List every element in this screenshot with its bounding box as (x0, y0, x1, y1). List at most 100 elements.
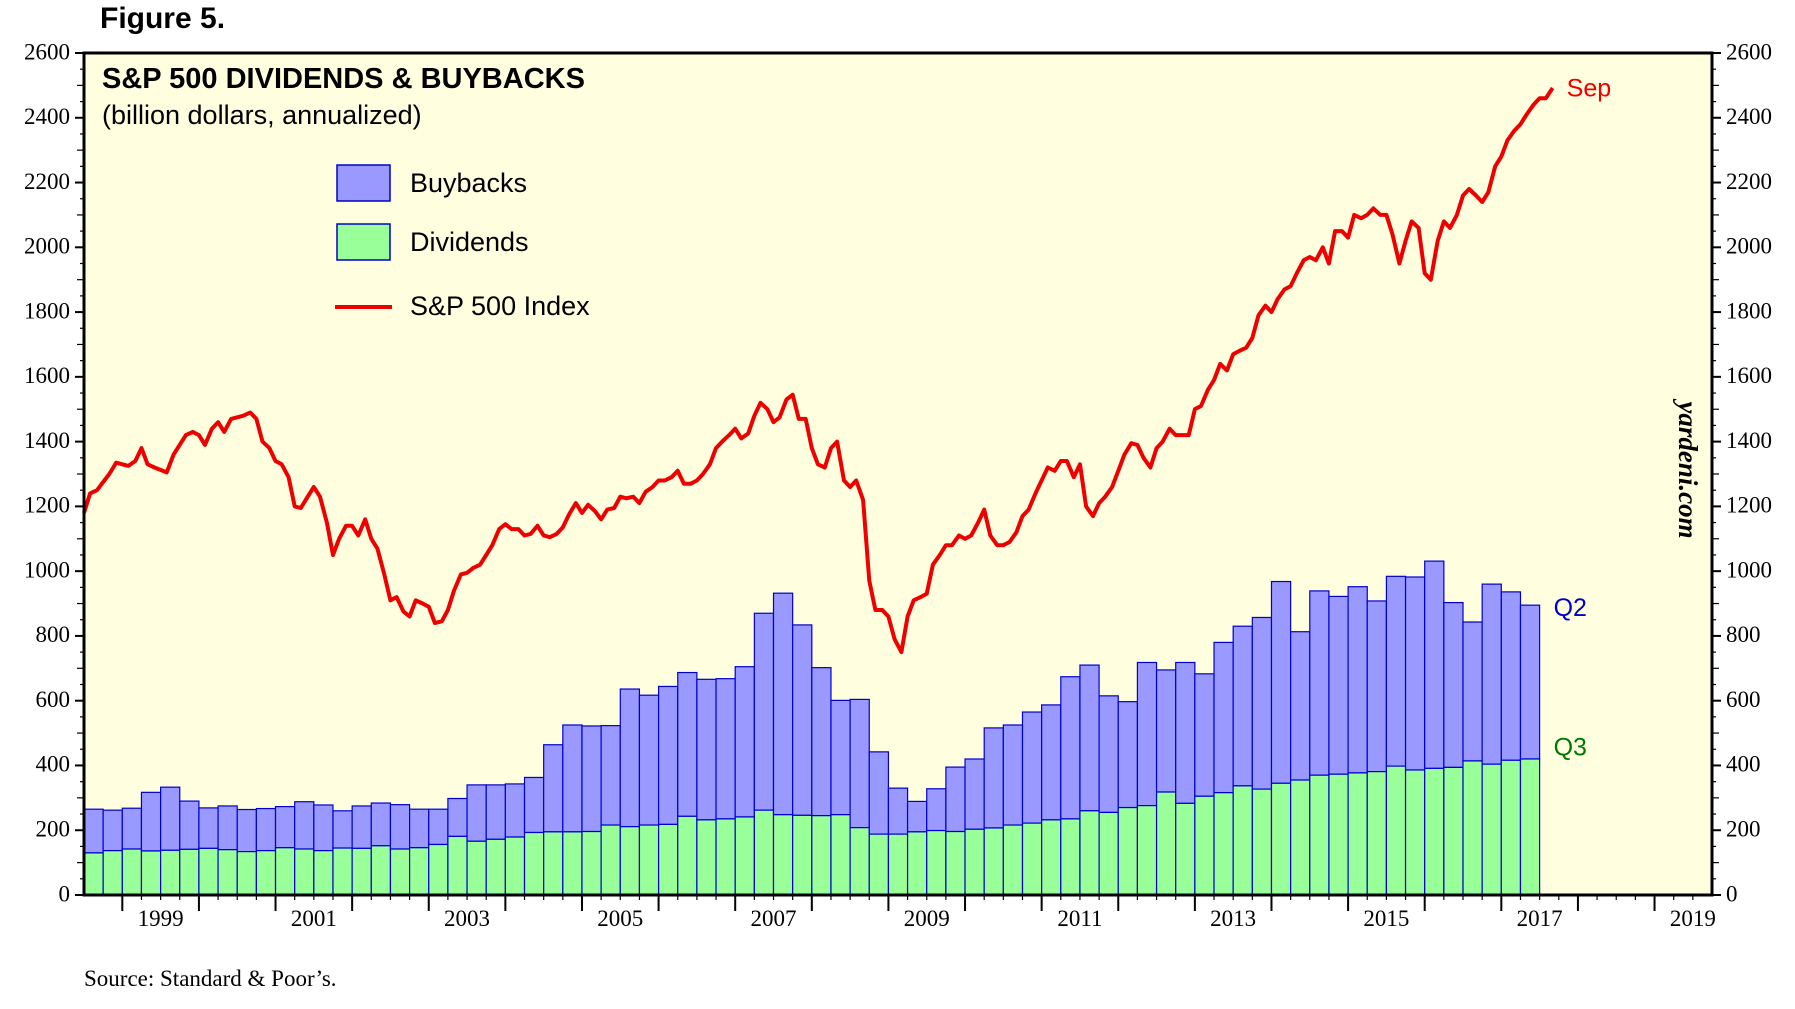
buybacks-bar (274, 805, 296, 849)
right-axis: 0 200 400 600 800 1000 1200 1400 1600 1800 2000 220… (1712, 39, 1772, 906)
annotation-q2: Q2 (1554, 594, 1587, 622)
source-note: Source: Standard & Poor’s. (84, 966, 337, 991)
y-tick-label-left: 2400 (24, 104, 70, 129)
buybacks-bar (1251, 616, 1273, 790)
buybacks-bar (102, 809, 123, 852)
dividends-bar (1175, 802, 1196, 896)
y-tick-label-right: 1400 (1726, 428, 1772, 453)
buybacks-bar (1404, 576, 1426, 771)
chart: 0200400600800100012001400160018002000220… (24, 39, 1772, 931)
y-tick-label-right: 200 (1726, 817, 1761, 842)
buybacks-bar (198, 807, 219, 849)
buybacks-bar (485, 784, 506, 840)
dividends-bar (160, 849, 181, 896)
dividends-bar (1251, 788, 1273, 896)
dividends-bar (1366, 771, 1388, 896)
buybacks-bar (160, 786, 181, 851)
y-tick-label-left: 2200 (24, 169, 70, 194)
annotation-sep: Sep (1567, 75, 1611, 103)
x-tick-label: 2001 (291, 906, 337, 931)
dividends-bar (638, 824, 660, 896)
y-tick-label-right: 1600 (1726, 363, 1772, 388)
y-tick-label-left: 1800 (24, 298, 70, 323)
y-tick-label-left: 1200 (24, 493, 70, 518)
buybacks-bar (1443, 601, 1464, 769)
y-tick-label-right: 2200 (1726, 169, 1772, 194)
buybacks-bar (945, 766, 966, 833)
dividends-bar (1136, 805, 1158, 896)
dividends-bar (657, 823, 679, 896)
buybacks-bar (830, 699, 851, 816)
dividends-bar (830, 814, 851, 896)
y-tick-label-left: 400 (36, 752, 71, 777)
y-tick-label-right: 2600 (1726, 39, 1772, 64)
legend-dividends-swatch (336, 223, 391, 261)
x-tick-label: 1999 (138, 906, 184, 931)
dividends-bar (887, 833, 909, 896)
dividends-bar (926, 829, 947, 896)
buybacks-bar (1021, 711, 1043, 824)
annotation-q3: Q3 (1554, 734, 1587, 762)
y-tick-label-right: 1200 (1726, 493, 1772, 518)
watermark: yardeni.com (1673, 398, 1703, 538)
y-tick-label-left: 800 (36, 622, 71, 647)
dividends-bar (1232, 785, 1253, 896)
buybacks-bar (1194, 673, 1215, 797)
buybacks-bar (964, 758, 985, 830)
figure-label: Figure 5. (100, 2, 226, 35)
buybacks-bar (753, 612, 775, 811)
left-axis: 0 200 400 600 800 1000 1200 1400 1600 1800 2000 220… (24, 39, 84, 906)
dividends-bar (1117, 806, 1139, 896)
y-tick-label-right: 400 (1726, 752, 1761, 777)
buybacks-bar (926, 788, 947, 832)
buybacks-bar (983, 727, 1004, 829)
dividends-bar (753, 809, 775, 896)
dividends-bar (274, 847, 296, 896)
buybacks-bar (600, 725, 621, 826)
buybacks-bar (389, 804, 411, 850)
buybacks-bar (1270, 580, 1292, 784)
dividends-bar (313, 850, 334, 896)
y-tick-label-right: 600 (1726, 687, 1761, 712)
buybacks-bar (906, 800, 928, 833)
legend-dividends-label: Dividends (410, 227, 529, 257)
buybacks-bar (313, 804, 334, 852)
buybacks-bar (121, 807, 143, 850)
dividends-bar (1155, 791, 1177, 896)
dividends-bar (600, 824, 621, 896)
buybacks-bar (140, 791, 162, 852)
dividends-bar (121, 848, 143, 896)
dividends-bar (1270, 782, 1292, 896)
buybacks-bar (638, 694, 660, 826)
buybacks-bar (734, 666, 755, 818)
dividends-bar (715, 818, 736, 896)
buybacks-bar (1519, 604, 1541, 760)
dividends-bar (868, 833, 890, 896)
buybacks-bar (772, 592, 794, 816)
buybacks-bar (1079, 664, 1100, 812)
y-tick-label-left: 600 (36, 687, 71, 712)
buybacks-bar (1232, 625, 1253, 787)
buybacks-bar (294, 801, 315, 850)
chart-title: S&P 500 DIVIDENDS & BUYBACKS (102, 63, 585, 95)
buybacks-bar (696, 678, 717, 821)
dividends-bar (1424, 767, 1445, 896)
legend-buybacks-label: Buybacks (410, 168, 527, 198)
legend: Buybacks Dividends S&P 500 Index (335, 164, 590, 321)
dividends-bar (1290, 779, 1311, 896)
buybacks-bar (657, 685, 679, 826)
buybacks-bar (1002, 724, 1024, 826)
dividends-bar (332, 847, 353, 896)
y-tick-label-left: 1000 (24, 557, 70, 582)
buybacks-bar (887, 787, 909, 835)
buybacks-bar (1424, 560, 1445, 769)
buybacks-bar (409, 808, 430, 849)
x-tick-label: 2013 (1210, 906, 1256, 931)
dividends-bar (294, 848, 315, 896)
dividends-bar (1098, 811, 1119, 896)
y-tick-label-left: 2600 (24, 39, 70, 64)
buybacks-bar (1290, 631, 1311, 781)
y-tick-label-left: 0 (59, 881, 71, 906)
x-tick-label: 2009 (904, 906, 950, 931)
dividends-bar (849, 827, 870, 896)
